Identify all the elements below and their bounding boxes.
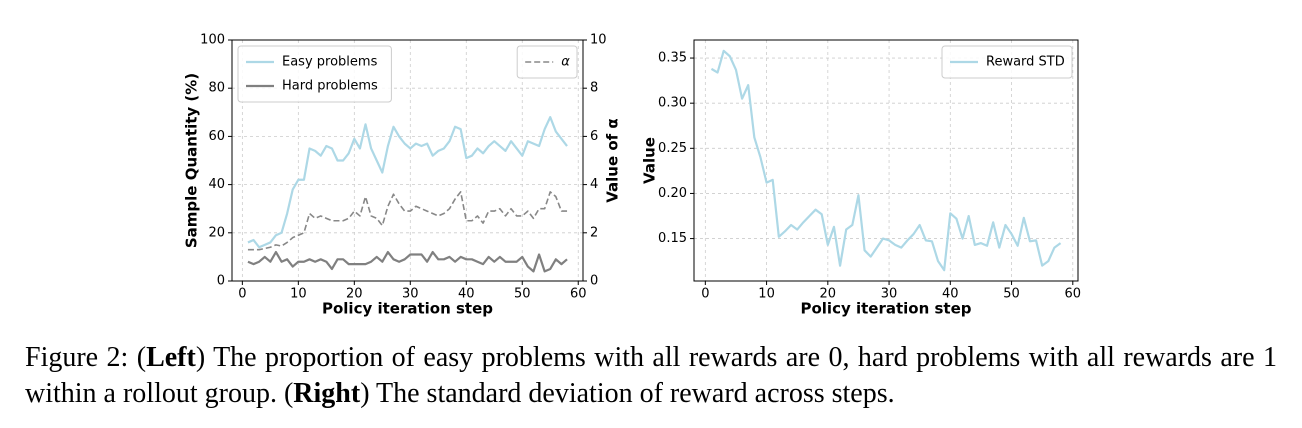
x-tick-label: 20 — [346, 287, 363, 302]
caption-bold: Left — [146, 342, 196, 373]
x-tick-label: 40 — [458, 287, 475, 302]
legend-label: Reward STD — [986, 55, 1065, 70]
y-tick-label: 0.20 — [658, 186, 687, 201]
y-tick-label: 60 — [208, 129, 225, 144]
x-tick-label: 50 — [1003, 287, 1020, 302]
x-tick-label: 20 — [820, 287, 837, 302]
x-tick-label: 60 — [1065, 287, 1082, 302]
y-tick-label: 0.15 — [658, 231, 687, 246]
y2-axis-label: Value of α — [604, 118, 622, 203]
x-tick-label: 0 — [238, 287, 246, 302]
y-axis-label: Value — [641, 137, 659, 184]
plot-frame — [231, 39, 584, 282]
y2-tick-label: 0 — [590, 274, 598, 289]
x-tick-label: 10 — [758, 287, 775, 302]
caption: Figure 2: (Left) The proportion of easy … — [25, 340, 1277, 412]
line-series — [247, 191, 568, 251]
x-tick-label: 0 — [701, 287, 709, 302]
y2-tick-label: 10 — [590, 33, 607, 48]
x-axis-label: Policy iteration step — [322, 300, 493, 318]
y-tick-label: 40 — [208, 177, 225, 192]
legend-box — [237, 45, 392, 103]
plot-frame — [693, 39, 1079, 282]
y-tick-label: 0.35 — [658, 51, 687, 66]
y-tick-label: 0 — [217, 274, 225, 289]
x-tick-label: 40 — [942, 287, 959, 302]
y2-tick-label: 8 — [590, 81, 598, 96]
legend-label: Easy problems — [282, 55, 378, 70]
y-tick-label: 0.30 — [658, 96, 687, 111]
caption-text: ) The proportion of easy problems with a… — [25, 342, 1277, 409]
line-series — [247, 116, 568, 249]
caption-text: ) The standard deviation of reward acros… — [360, 378, 895, 409]
line-series — [247, 250, 568, 273]
y-tick-label: 80 — [208, 81, 225, 96]
y-tick-label: 20 — [208, 225, 225, 240]
legend-label: α — [561, 55, 570, 70]
x-tick-label: 50 — [514, 287, 531, 302]
caption-text: Figure 2: ( — [25, 342, 147, 373]
y-axis-label: Sample Quantity (%) — [183, 73, 201, 248]
y2-tick-label: 4 — [590, 177, 598, 192]
x-tick-label: 10 — [290, 287, 307, 302]
y-tick-label: 0.25 — [658, 141, 687, 156]
line-series — [710, 49, 1062, 272]
y2-tick-label: 6 — [590, 129, 598, 144]
x-axis-label: Policy iteration step — [800, 300, 971, 318]
x-tick-label: 60 — [570, 287, 587, 302]
x-tick-label: 30 — [881, 287, 898, 302]
x-tick-label: 30 — [402, 287, 419, 302]
legend-label: Hard problems — [282, 79, 378, 94]
y-tick-label: 100 — [200, 33, 225, 48]
y2-tick-label: 2 — [590, 225, 598, 240]
legend-box — [941, 45, 1073, 79]
caption-bold: Right — [293, 378, 361, 409]
